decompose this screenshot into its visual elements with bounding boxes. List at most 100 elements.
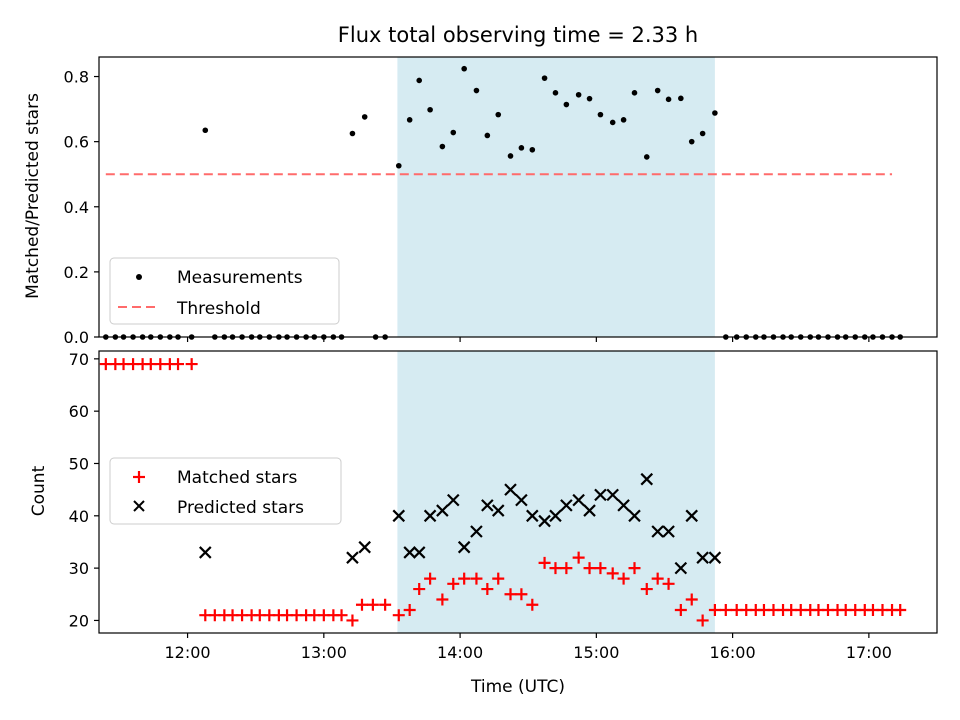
- legend-matched-marker: [133, 471, 145, 483]
- matched-stars-point: [346, 614, 359, 627]
- predicted-stars-point: [392, 509, 406, 523]
- predicted-stars-point: [617, 499, 630, 512]
- panel-ratio: 0.00.20.40.60.8 Matched/Predicted stars …: [23, 56, 938, 347]
- matched-stars-point: [674, 603, 687, 616]
- predicted-stars-point: [199, 546, 212, 559]
- predicted-stars-point: [470, 525, 483, 538]
- top-y-axis: 0.0 0.2 0.4 0.6 0.8: [64, 68, 99, 347]
- matched-stars-point: [583, 562, 596, 575]
- matched-stars-point: [515, 588, 528, 601]
- bottom-legend-box: [109, 457, 342, 525]
- matched-stars-point: [172, 358, 185, 371]
- matched-stars-point: [651, 572, 664, 585]
- predicted-stars-point: [708, 551, 722, 564]
- measurements-point: [688, 138, 695, 145]
- predicted-stars-point: [457, 540, 471, 554]
- matched-stars-point: [628, 562, 641, 575]
- matched-stars-point: [662, 577, 675, 590]
- measurements-point: [654, 87, 661, 94]
- measurements-point: [450, 129, 457, 136]
- predicted-stars-point: [538, 514, 551, 528]
- y-tick-label: 60: [69, 402, 89, 421]
- y-tick-label: 20: [69, 611, 89, 630]
- bottom-y-label: Count: [29, 465, 49, 516]
- matched-stars-point: [617, 572, 630, 585]
- matched-stars-point: [538, 556, 551, 569]
- measurements-point: [665, 96, 672, 103]
- top-y-label: Matched/Predicted stars: [23, 93, 43, 299]
- y-tick-label: 70: [69, 350, 89, 369]
- observing-span-top: [397, 57, 715, 337]
- matched-stars-point: [640, 583, 653, 596]
- predicted-stars-point: [651, 525, 664, 538]
- matched-stars-point: [355, 598, 368, 611]
- measurements-point: [586, 95, 593, 102]
- matched-stars-point: [560, 562, 573, 575]
- predicted-stars-point: [423, 509, 437, 523]
- predicted-stars-point: [412, 546, 426, 559]
- panel-counts: 20 30 40 50 60 70 12:00 13:00 14:00 15:00 16:00 17…: [29, 350, 938, 697]
- predicted-stars-point: [549, 509, 562, 523]
- matched-stars-point: [606, 567, 619, 580]
- top-x-ticks: [186, 337, 870, 342]
- x-tick-label: 15:00: [573, 643, 619, 662]
- measurements-point: [518, 145, 525, 151]
- predicted-stars-point: [403, 546, 416, 559]
- y-tick-label: 0.8: [64, 68, 89, 87]
- y-tick-label: 0.6: [64, 133, 89, 152]
- count-points: [99, 358, 907, 627]
- legend-measurements-marker: [136, 274, 142, 280]
- y-tick-label: 40: [69, 507, 89, 526]
- measurements-point: [349, 130, 356, 137]
- predicted-stars-point: [662, 525, 675, 538]
- predicted-stars-point: [583, 504, 596, 517]
- chart-title: Flux total observing time = 2.33 h: [338, 23, 698, 47]
- measurements-point: [507, 153, 514, 159]
- predicted-stars-point: [674, 561, 688, 575]
- matched-stars-point: [458, 572, 471, 585]
- matched-stars-point: [492, 572, 505, 585]
- measurements-point: [712, 110, 718, 116]
- top-legend: Measurements Threshold: [109, 257, 340, 325]
- matched-stars-point: [335, 609, 348, 622]
- matched-stars-point: [504, 588, 517, 601]
- measurements-point: [552, 90, 559, 96]
- y-tick-label: 50: [69, 454, 89, 473]
- predicted-stars-point: [481, 499, 494, 512]
- top-legend-box: [109, 257, 340, 325]
- predicted-stars-point: [572, 493, 585, 507]
- measurements-point: [406, 117, 413, 123]
- x-axis-label: Time (UTC): [470, 677, 565, 697]
- predicted-stars-point: [491, 504, 505, 517]
- matched-stars-point: [470, 572, 483, 585]
- matched-stars-point: [719, 603, 732, 616]
- x-tick-label: 13:00: [301, 643, 347, 662]
- matched-stars-point: [436, 593, 449, 606]
- predicted-stars-point: [358, 540, 371, 554]
- measurements-point: [416, 77, 423, 84]
- y-tick-label: 30: [69, 559, 89, 578]
- x-tick-label: 12:00: [165, 643, 211, 662]
- matched-stars-point: [413, 583, 426, 596]
- predicted-stars-point: [436, 504, 449, 517]
- legend-measurements-label: Measurements: [177, 268, 303, 288]
- bottom-x-axis: 12:00 13:00 14:00 15:00 16:00 17:00: [165, 633, 892, 662]
- predicted-stars-point: [504, 483, 517, 496]
- measurements-point: [495, 111, 502, 118]
- measurements-point: [699, 130, 706, 137]
- y-tick-label: 0.2: [64, 263, 89, 282]
- predicted-stars-point: [560, 499, 573, 512]
- measurements-point: [473, 87, 480, 94]
- measurements-point: [439, 143, 446, 150]
- matched-stars-point: [549, 562, 562, 575]
- predicted-stars-point: [594, 488, 607, 502]
- predicted-stars-point: [515, 493, 528, 507]
- measurements-point: [678, 95, 684, 102]
- measurements-point: [361, 114, 368, 120]
- x-tick-label: 14:00: [437, 643, 483, 662]
- observing-span-bottom: [397, 351, 715, 633]
- measurements-point: [395, 162, 402, 169]
- legend-predicted-marker: [133, 500, 145, 512]
- x-tick-label: 17:00: [846, 643, 892, 662]
- measurements-point: [202, 127, 209, 134]
